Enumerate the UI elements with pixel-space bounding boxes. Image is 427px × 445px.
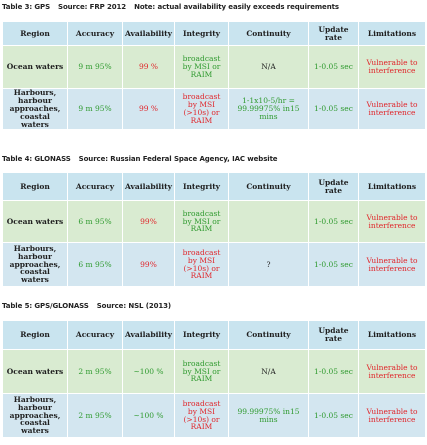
table5-header-row: Region Accuracy Availability Integrity C… [2,320,426,350]
availability-cell: 99% [122,242,175,287]
limitations-cell: Vulnerable to interference [358,88,426,130]
availability-cell: 99 % [122,45,175,89]
table4-header-integrity: Integrity [174,172,229,201]
table5-caption: Table 5: GPS/GLONASS Source: NSL (2013) [2,302,171,310]
continuity-cell: N/A [228,349,309,394]
table4-caption: Table 4: GLONASS Source: Russian Federal … [2,155,278,163]
table5-header-update-rate: Update rate [308,320,359,350]
integrity-cell: broadcast by MSI or RAIM [174,45,229,89]
update-rate-cell: 1-0.05 sec [308,200,359,243]
limitations-cell: Vulnerable to interference [358,393,426,438]
table3-caption-label: Table 3: GPS [2,3,51,11]
limitations-cell: Vulnerable to interference [358,349,426,394]
availability-cell: 99% [122,200,175,243]
accuracy-cell: 9 m 95% [67,45,123,89]
table3-header-continuity: Continuity [228,21,309,46]
table3-header-availability: Availability [122,21,175,46]
availability-cell: ~100 % [122,349,175,394]
table5-header-availability: Availability [122,320,175,350]
region-cell: Ocean waters [2,200,68,243]
table3-header-region: Region [2,21,68,46]
table5-caption-source: Source: NSL (2013) [96,302,172,310]
table-row: Ocean waters 9 m 95% 99 % broadcast by M… [2,45,426,89]
table5: Region Accuracy Availability Integrity C… [2,320,426,438]
table3-header-accuracy: Accuracy [67,21,123,46]
table5-header-region: Region [2,320,68,350]
table-row: Ocean waters 2 m 95% ~100 % broadcast by… [2,349,426,394]
table5-header-integrity: Integrity [174,320,229,350]
table3-header-limitations: Limitations [358,21,426,46]
integrity-cell: broadcast by MSI (>10s) or RAIM [174,242,229,287]
update-rate-cell: 1-0.05 sec [308,349,359,394]
table-row: Ocean waters 6 m 95% 99% broadcast by MS… [2,200,426,243]
integrity-cell: broadcast by MSI (>10s) or RAIM [174,393,229,438]
table3-caption-note: Note: actual availability easily exceeds… [134,3,339,11]
region-cell: Harbours, harbour approaches, coastal wa… [2,88,68,130]
table5-header-accuracy: Accuracy [67,320,123,350]
table3-header-integrity: Integrity [174,21,229,46]
accuracy-cell: 2 m 95% [67,349,123,394]
table5-caption-label: Table 5: GPS/GLONASS [2,302,89,310]
table4-header-update-rate: Update rate [308,172,359,201]
accuracy-cell: 6 m 95% [67,242,123,287]
table4-header-availability: Availability [122,172,175,201]
continuity-cell [228,200,309,243]
update-rate-cell: 1-0.05 sec [308,88,359,130]
continuity-cell: ? [228,242,309,287]
table5-header-limitations: Limitations [358,320,426,350]
table-row: Harbours, harbour approaches, coastal wa… [2,242,426,287]
table3: Region Accuracy Availability Integrity C… [2,21,426,130]
accuracy-cell: 2 m 95% [67,393,123,438]
availability-cell: 99 % [122,88,175,130]
table3-caption-source: Source: FRP 2012 [58,3,127,11]
table3-header-update-rate: Update rate [308,21,359,46]
table4-header-continuity: Continuity [228,172,309,201]
table4-caption-source: Source: Russian Federal Space Agency, IA… [78,155,278,163]
limitations-cell: Vulnerable to interference [358,200,426,243]
region-cell: Ocean waters [2,349,68,394]
limitations-cell: Vulnerable to interference [358,45,426,89]
table-row: Harbours, harbour approaches, coastal wa… [2,88,426,130]
integrity-cell: broadcast by MSI or RAIM [174,200,229,243]
region-cell: Harbours, harbour approaches, coastal wa… [2,393,68,438]
continuity-cell: 99.99975% in15 mins [228,393,309,438]
update-rate-cell: 1-0.05 sec [308,45,359,89]
update-rate-cell: 1-0.05 sec [308,242,359,287]
table4-header-row: Region Accuracy Availability Integrity C… [2,172,426,201]
region-cell: Harbours, harbour approaches, coastal wa… [2,242,68,287]
table4-caption-label: Table 4: GLONASS [2,155,71,163]
update-rate-cell: 1-0.05 sec [308,393,359,438]
availability-cell: ~100 % [122,393,175,438]
continuity-cell: 1-1x10-5/hr = 99.99975% in15 mins [228,88,309,130]
table5-header-continuity: Continuity [228,320,309,350]
table4-header-accuracy: Accuracy [67,172,123,201]
continuity-cell: N/A [228,45,309,89]
accuracy-cell: 9 m 95% [67,88,123,130]
table3-caption: Table 3: GPS Source: FRP 2012 Note: actual… [2,3,339,11]
region-cell: Ocean waters [2,45,68,89]
limitations-cell: Vulnerable to interference [358,242,426,287]
integrity-cell: broadcast by MSI or RAIM [174,349,229,394]
integrity-cell: broadcast by MSI (>10s) or RAIM [174,88,229,130]
table4-header-limitations: Limitations [358,172,426,201]
table3-header-row: Region Accuracy Availability Integrity C… [2,21,426,46]
table4: Region Accuracy Availability Integrity C… [2,172,426,287]
table-row: Harbours, harbour approaches, coastal wa… [2,393,426,438]
accuracy-cell: 6 m 95% [67,200,123,243]
table4-header-region: Region [2,172,68,201]
